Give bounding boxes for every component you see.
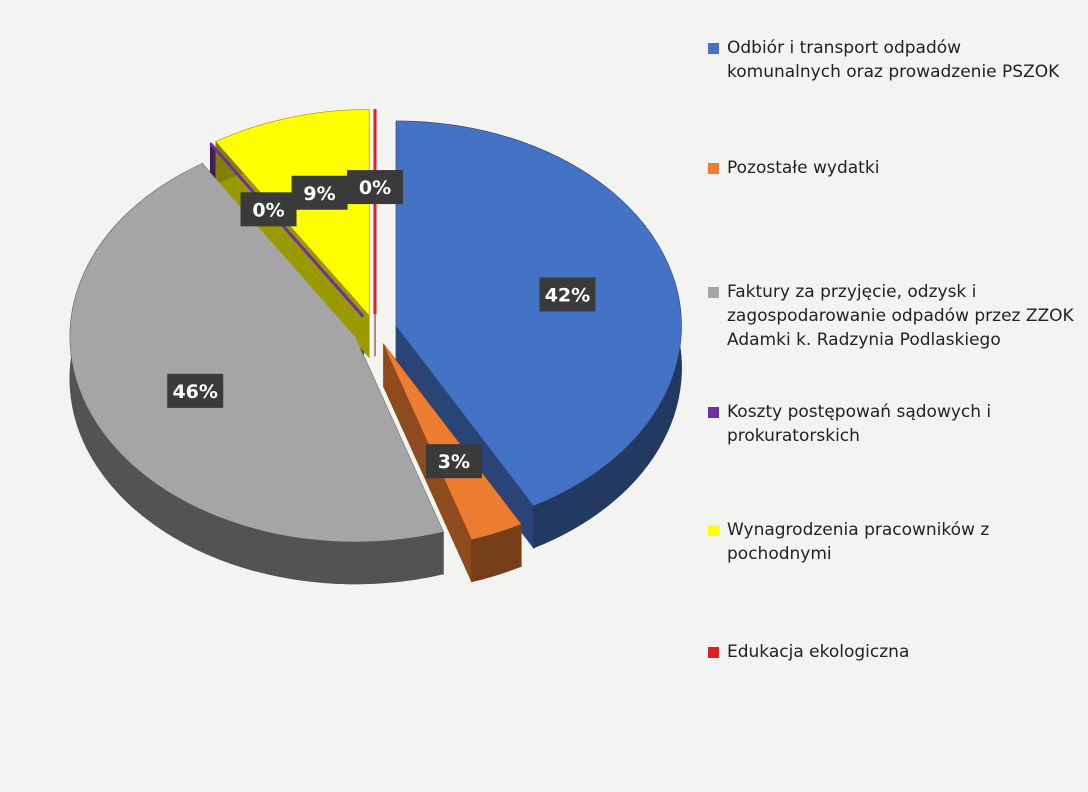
legend-swatch xyxy=(708,287,719,298)
slice xyxy=(70,163,444,542)
slice xyxy=(383,344,522,540)
legend-item: Faktury za przyjęcie, odzysk i zagospoda… xyxy=(708,280,1078,352)
value-label: 9% xyxy=(303,183,335,205)
legend-label: Wynagrodzenia pracowników z pochodnymi xyxy=(727,520,990,564)
value-label-group: 3% xyxy=(425,444,482,479)
value-label-box xyxy=(425,444,482,479)
value-label: 0% xyxy=(252,199,284,221)
slice xyxy=(209,142,365,318)
value-label-group: 9% xyxy=(291,175,348,210)
legend-label: Koszty postępowań sądowych i prokurators… xyxy=(727,402,992,446)
value-label-box xyxy=(167,373,224,408)
legend-item: Wynagrodzenia pracowników z pochodnymi xyxy=(708,518,1078,566)
legend-label: Odbiór i transport odpadów komunalnych o… xyxy=(727,38,1060,82)
legend-swatch xyxy=(708,163,719,174)
value-label-group: 0% xyxy=(240,192,297,227)
value-label-group: 0% xyxy=(347,170,403,205)
legend-item: Koszty postępowań sądowych i prokurators… xyxy=(708,400,1078,448)
legend-swatch xyxy=(708,43,719,54)
legend-swatch xyxy=(708,525,719,536)
legend-item: Pozostałe wydatki xyxy=(708,156,879,180)
legend-swatch xyxy=(708,647,719,658)
value-label-group: 46% xyxy=(167,373,224,408)
value-label: 3% xyxy=(438,451,470,473)
value-label: 42% xyxy=(545,284,590,306)
value-label-group: 42% xyxy=(539,277,596,312)
legend-label: Pozostałe wydatki xyxy=(727,158,880,178)
slice xyxy=(396,121,682,506)
value-label: 46% xyxy=(172,381,217,403)
value-label-box xyxy=(347,170,403,205)
value-label: 0% xyxy=(359,177,391,199)
pie-plot: 42% 3% 46% 0% 9% 0% xyxy=(69,109,682,585)
value-label-box xyxy=(240,192,297,227)
legend-label: Faktury za przyjęcie, odzysk i zagospoda… xyxy=(727,282,1074,350)
value-label-box xyxy=(539,277,596,312)
legend-swatch xyxy=(708,407,719,418)
legend-item: Odbiór i transport odpadów komunalnych o… xyxy=(708,36,1078,84)
legend-label: Edukacja ekologiczna xyxy=(727,642,910,662)
legend-item: Edukacja ekologiczna xyxy=(708,640,909,664)
value-label-box xyxy=(291,175,348,210)
